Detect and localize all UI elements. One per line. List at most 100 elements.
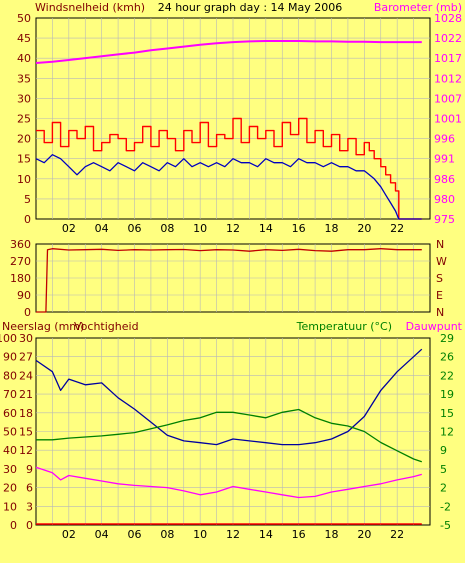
y-tick-label: 21 — [19, 388, 33, 401]
y-tick-label: 15 — [19, 426, 33, 439]
wind-direction-line — [36, 248, 422, 313]
y-tick-label: 1007 — [434, 92, 462, 105]
y-tick-label: 0 — [26, 519, 33, 532]
y-tick-label: 360 — [10, 238, 31, 251]
y-tick-label: 25 — [17, 113, 31, 126]
y-tick-label: N — [436, 238, 444, 251]
y-tick-label: 2 — [440, 482, 447, 495]
y-tick-label: 6 — [26, 482, 33, 495]
temperature-axis-label: Temperatuur (°C) — [296, 320, 392, 333]
x-tick-label: 02 — [62, 528, 76, 541]
x-tick-label: 18 — [325, 528, 339, 541]
y-tick-label: 100 — [0, 332, 17, 345]
y-tick-label: 26 — [440, 351, 454, 364]
y-tick-label: 45 — [17, 32, 31, 45]
y-tick-label: 24 — [19, 369, 33, 382]
x-tick-label: 14 — [259, 528, 273, 541]
x-tick-label: 10 — [193, 222, 207, 235]
y-tick-label: 15 — [440, 407, 454, 420]
x-tick-label: 16 — [292, 222, 306, 235]
y-tick-label: 3 — [26, 500, 33, 513]
y-tick-label: 90 — [3, 351, 17, 364]
y-tick-label: N — [436, 306, 444, 319]
humidity-line — [35, 348, 423, 446]
y-tick-label: E — [436, 289, 443, 302]
x-tick-label: 08 — [160, 222, 174, 235]
x-tick-label: 12 — [226, 528, 240, 541]
y-tick-label: 9 — [26, 463, 33, 476]
y-tick-label: 270 — [10, 255, 31, 268]
barometer-line — [35, 40, 422, 64]
y-tick-label: 991 — [434, 153, 455, 166]
x-tick-label: 04 — [95, 222, 109, 235]
gust-line — [36, 117, 422, 220]
y-tick-label: 0 — [24, 306, 31, 319]
dewpoint-axis-label: Dauwpunt — [406, 320, 463, 333]
y-tick-label: 20 — [3, 482, 17, 495]
x-tick-label: 06 — [128, 222, 142, 235]
y-tick-label: 19 — [440, 388, 454, 401]
y-tick-label: 15 — [17, 153, 31, 166]
y-tick-label: 1001 — [434, 113, 462, 126]
y-tick-label: 980 — [434, 193, 455, 206]
y-tick-label: 35 — [17, 72, 31, 85]
y-tick-label: 1028 — [434, 12, 462, 25]
dewpoint-line — [35, 466, 422, 499]
y-tick-label: 20 — [17, 133, 31, 146]
x-tick-label: 04 — [95, 528, 109, 541]
x-tick-label: 18 — [325, 222, 339, 235]
y-tick-label: 60 — [3, 407, 17, 420]
y-tick-label: 9 — [440, 444, 447, 457]
x-tick-label: 08 — [160, 528, 174, 541]
y-tick-label: 10 — [3, 500, 17, 513]
y-tick-label: 975 — [434, 213, 455, 226]
y-tick-label: 30 — [19, 332, 33, 345]
y-tick-label: 80 — [3, 369, 17, 382]
x-tick-label: 12 — [226, 222, 240, 235]
humidity-axis-label: Vochtigheid — [74, 320, 139, 333]
wind-pressure-panel: 02 04 06 08 10 12 14 16 18 20 22051015202530354045… — [17, 12, 462, 235]
y-tick-label: 30 — [3, 463, 17, 476]
y-tick-label: 1022 — [434, 32, 462, 45]
y-tick-label: 90 — [17, 289, 31, 302]
y-tick-label: 0 — [10, 519, 17, 532]
y-tick-label: 18 — [19, 407, 33, 420]
y-tick-label: 5 — [24, 193, 31, 206]
y-tick-label: 27 — [19, 351, 33, 364]
x-tick-label: 22 — [390, 528, 404, 541]
temperature-line — [36, 408, 423, 463]
y-tick-label: 1012 — [434, 72, 462, 85]
x-tick-label: 22 — [390, 222, 404, 235]
barometer-axis-label: Barometer (mb) — [374, 1, 462, 14]
x-tick-label: 20 — [357, 528, 371, 541]
y-tick-label: W — [436, 255, 447, 268]
y-tick-label: 12 — [440, 426, 454, 439]
x-tick-label: 10 — [193, 528, 207, 541]
x-tick-label: 16 — [292, 528, 306, 541]
y-tick-label: 22 — [440, 369, 454, 382]
y-tick-label: 996 — [434, 133, 455, 146]
y-tick-label: 5 — [440, 463, 447, 476]
y-tick-label: S — [436, 272, 443, 285]
y-tick-label: 29 — [440, 332, 454, 345]
y-tick-label: 40 — [17, 52, 31, 65]
y-tick-label: 10 — [17, 173, 31, 186]
y-tick-label: 40 — [3, 444, 17, 457]
x-tick-label: 20 — [357, 222, 371, 235]
y-tick-label: 50 — [3, 426, 17, 439]
y-tick-label: -2 — [440, 500, 451, 513]
y-tick-label: 50 — [17, 12, 31, 25]
wind-speed-axis-label: Windsnelheid (kmh) — [35, 1, 145, 14]
y-tick-label: -5 — [440, 519, 451, 532]
y-tick-label: 70 — [3, 388, 17, 401]
x-tick-label: 14 — [259, 222, 273, 235]
wind-speed-line — [35, 154, 422, 220]
x-tick-label: 02 — [62, 222, 76, 235]
graph-title: 24 hour graph day : 14 May 2006 — [158, 1, 343, 14]
y-tick-label: 0 — [24, 213, 31, 226]
humidity-temperature-panel: 02 04 0 6 08 10 12 14 16 18 20 22 0 10 20 30 40 50 60 70 80 9… — [0, 332, 454, 541]
y-tick-label: 30 — [17, 92, 31, 105]
y-tick-label: 986 — [434, 173, 455, 186]
